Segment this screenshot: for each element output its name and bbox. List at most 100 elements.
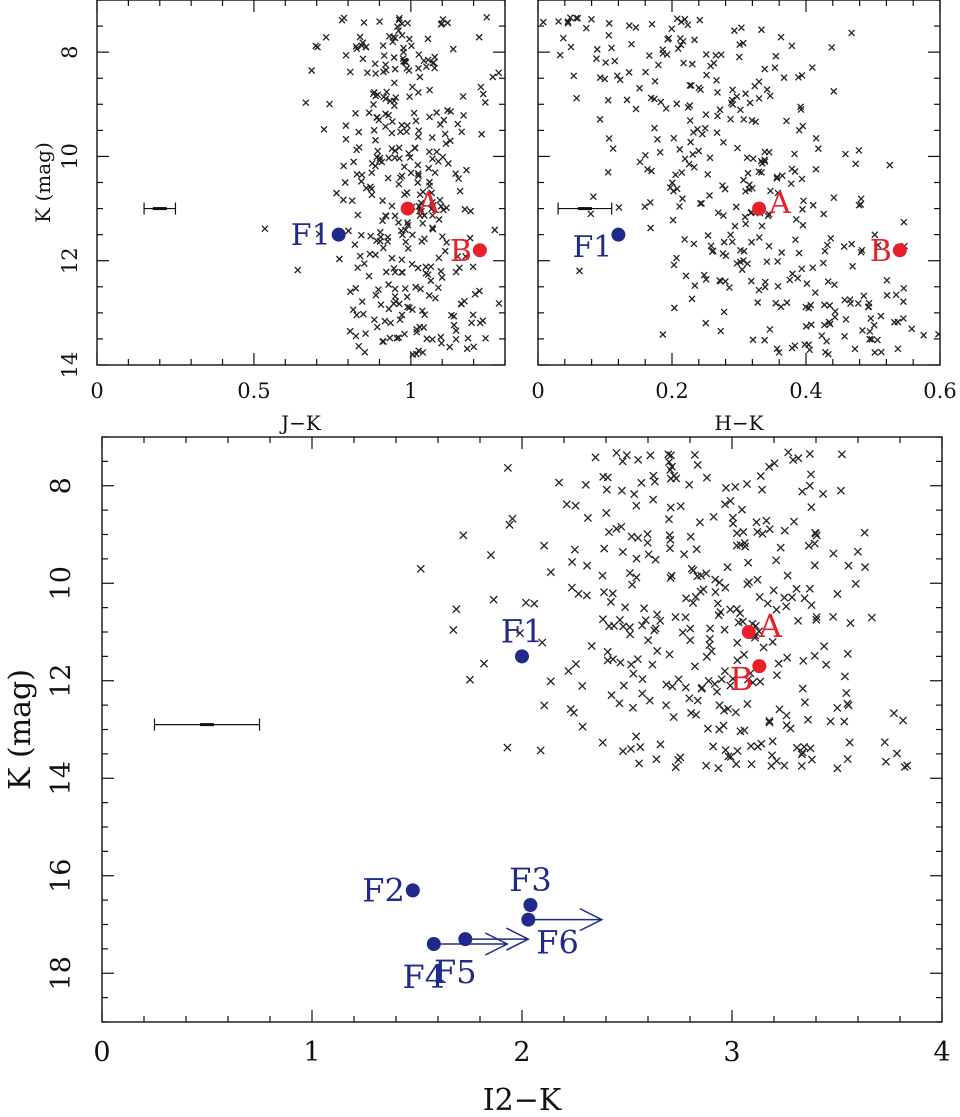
field-star-marker: [599, 472, 608, 481]
field-star-marker: [414, 161, 422, 169]
field-star-marker: [820, 321, 828, 329]
field-star-marker: [365, 272, 373, 280]
field-star-marker: [634, 455, 643, 464]
field-star-marker: [452, 605, 461, 614]
field-star-marker: [678, 628, 687, 637]
field-star-marker: [746, 99, 754, 107]
field-star-marker: [710, 59, 718, 67]
field-star-marker: [365, 109, 373, 117]
field-star-marker: [768, 737, 777, 746]
field-star-marker: [530, 599, 539, 608]
field-star-marker: [755, 592, 764, 602]
field-star-marker: [390, 54, 398, 61]
x-axis-label: J−K: [279, 411, 322, 435]
field-star-marker: [761, 336, 769, 344]
field-star-marker: [379, 68, 387, 76]
field-star-marker: [697, 86, 704, 94]
field-star-marker: [736, 106, 744, 114]
field-star-marker: [467, 207, 475, 215]
y-tick-label: 14: [46, 761, 77, 795]
field-star-marker: [727, 231, 735, 239]
field-star-marker: [900, 762, 909, 772]
field-star-marker: [643, 538, 652, 547]
field-star-marker: [625, 569, 634, 578]
panel_i2k-field-stars: [416, 448, 955, 773]
error-bar: [153, 718, 261, 731]
field-star-marker: [434, 158, 442, 165]
field-star-marker: [777, 303, 785, 311]
field-star-marker: [704, 170, 712, 178]
field-star-marker: [920, 331, 928, 339]
field-star-marker: [408, 260, 416, 268]
field-star-marker: [391, 212, 399, 220]
source-a-label: A: [768, 186, 791, 221]
field-star-marker: [797, 761, 806, 770]
lower-limit-arrow: [465, 927, 530, 951]
field-star-marker: [442, 140, 450, 148]
source-f3-marker: [523, 898, 538, 912]
field-star-marker: [678, 169, 686, 176]
field-star-marker: [701, 124, 709, 132]
field-star-marker: [808, 64, 816, 71]
field-star-marker: [827, 234, 835, 242]
field-star-marker: [670, 134, 678, 142]
field-star-marker: [360, 19, 368, 27]
field-star-marker: [685, 480, 694, 489]
field-star-marker: [857, 201, 865, 208]
field-star-marker: [385, 305, 393, 313]
field-star-marker: [682, 594, 691, 603]
field-star-marker: [899, 298, 907, 306]
field-star-marker: [812, 615, 821, 624]
field-star-marker: [773, 345, 781, 353]
field-star-marker: [647, 224, 655, 232]
field-star-marker: [948, 663, 955, 670]
field-star-marker: [833, 703, 842, 712]
field-star-marker: [608, 655, 618, 664]
field-star-marker: [398, 231, 406, 239]
field-star-marker: [681, 613, 690, 622]
source-f6-marker: [521, 912, 536, 927]
field-star-marker: [454, 253, 462, 260]
field-star-marker: [812, 612, 821, 622]
field-star-marker: [705, 634, 714, 643]
field-star-marker: [636, 158, 644, 166]
field-star-marker: [668, 179, 676, 187]
source-f1-label: F1: [501, 612, 544, 650]
field-star-marker: [574, 589, 583, 598]
field-star-marker: [858, 326, 866, 334]
x-tick-label: 0.2: [655, 379, 688, 403]
field-star-marker: [632, 501, 641, 510]
field-star-marker: [617, 486, 626, 495]
field-star-marker: [415, 127, 423, 135]
field-star-marker: [765, 716, 774, 725]
field-star-marker: [384, 237, 392, 245]
field-star-marker: [702, 761, 711, 770]
field-star-marker: [773, 174, 781, 182]
field-star-marker: [697, 684, 706, 693]
source-f5-label: F5: [434, 953, 477, 991]
field-star-marker: [719, 212, 727, 220]
field-star-marker: [774, 189, 782, 197]
field-star-marker: [388, 118, 396, 126]
field-star-marker: [368, 169, 376, 177]
source-a-marker: [741, 625, 756, 639]
field-star-marker: [623, 96, 631, 104]
field-star-marker: [567, 583, 576, 592]
field-star-marker: [843, 754, 852, 764]
field-star-marker: [807, 321, 815, 329]
x-tick-label: 0.6: [923, 379, 956, 403]
field-star-marker: [404, 19, 412, 27]
field-star-marker: [564, 666, 573, 676]
field-star-marker: [865, 299, 873, 307]
field-star-marker: [521, 598, 530, 607]
source-f2-marker: [405, 883, 420, 898]
field-star-marker: [812, 531, 821, 540]
field-star-marker: [767, 761, 776, 770]
field-star-marker: [666, 503, 675, 512]
x-axis-label: H−K: [714, 411, 764, 435]
field-star-marker: [945, 674, 952, 681]
field-star-marker: [437, 202, 445, 210]
field-star-marker: [618, 457, 627, 466]
field-star-marker: [352, 42, 360, 50]
